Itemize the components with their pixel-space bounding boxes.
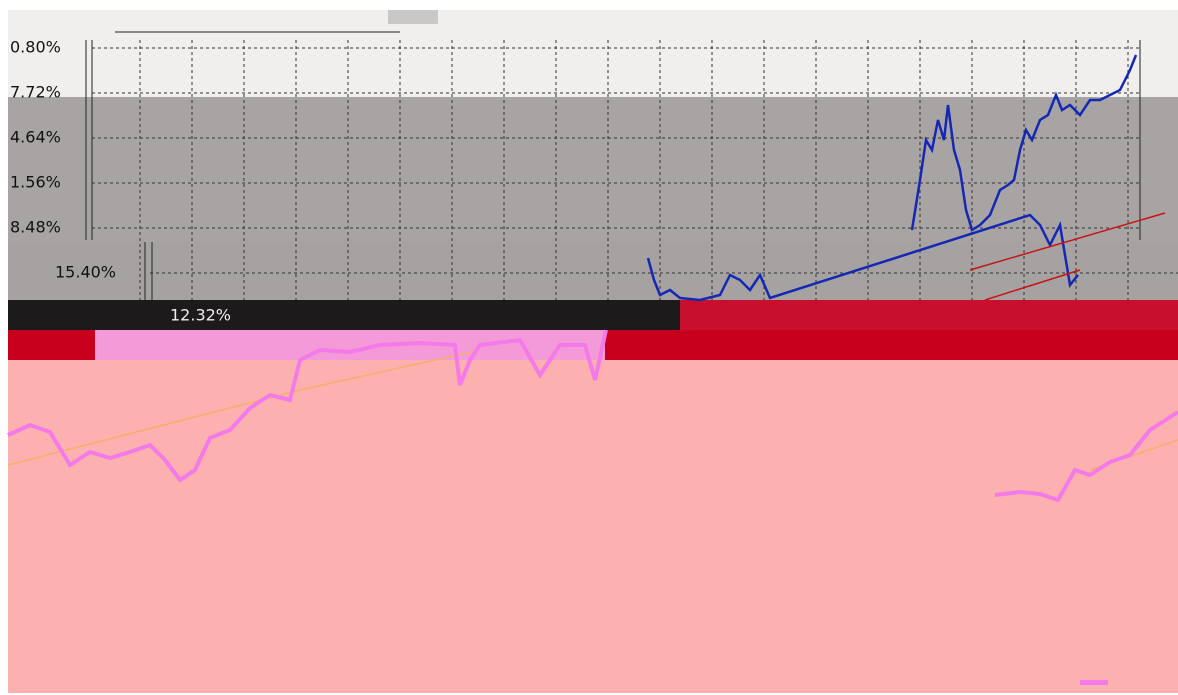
y-label: 4.64% [10,128,61,147]
gray-band [8,97,1178,242]
y-label: 7.72% [10,83,61,102]
pink-mark [1080,680,1108,685]
y-label: 0.80% [10,38,61,57]
middle-band [8,242,1178,300]
red-band [680,300,1178,330]
y-label: 12.32% [170,306,231,325]
pink-area [8,360,1178,693]
y-label: 1.56% [10,173,61,192]
screen: 0.80% 7.72% 4.64% 1.56% 8.48% 15.40% 12.… [0,0,1178,695]
y-label: 8.48% [10,218,61,237]
top-band [8,10,1178,97]
y-label: 15.40% [55,263,116,282]
header-tab [388,10,438,24]
